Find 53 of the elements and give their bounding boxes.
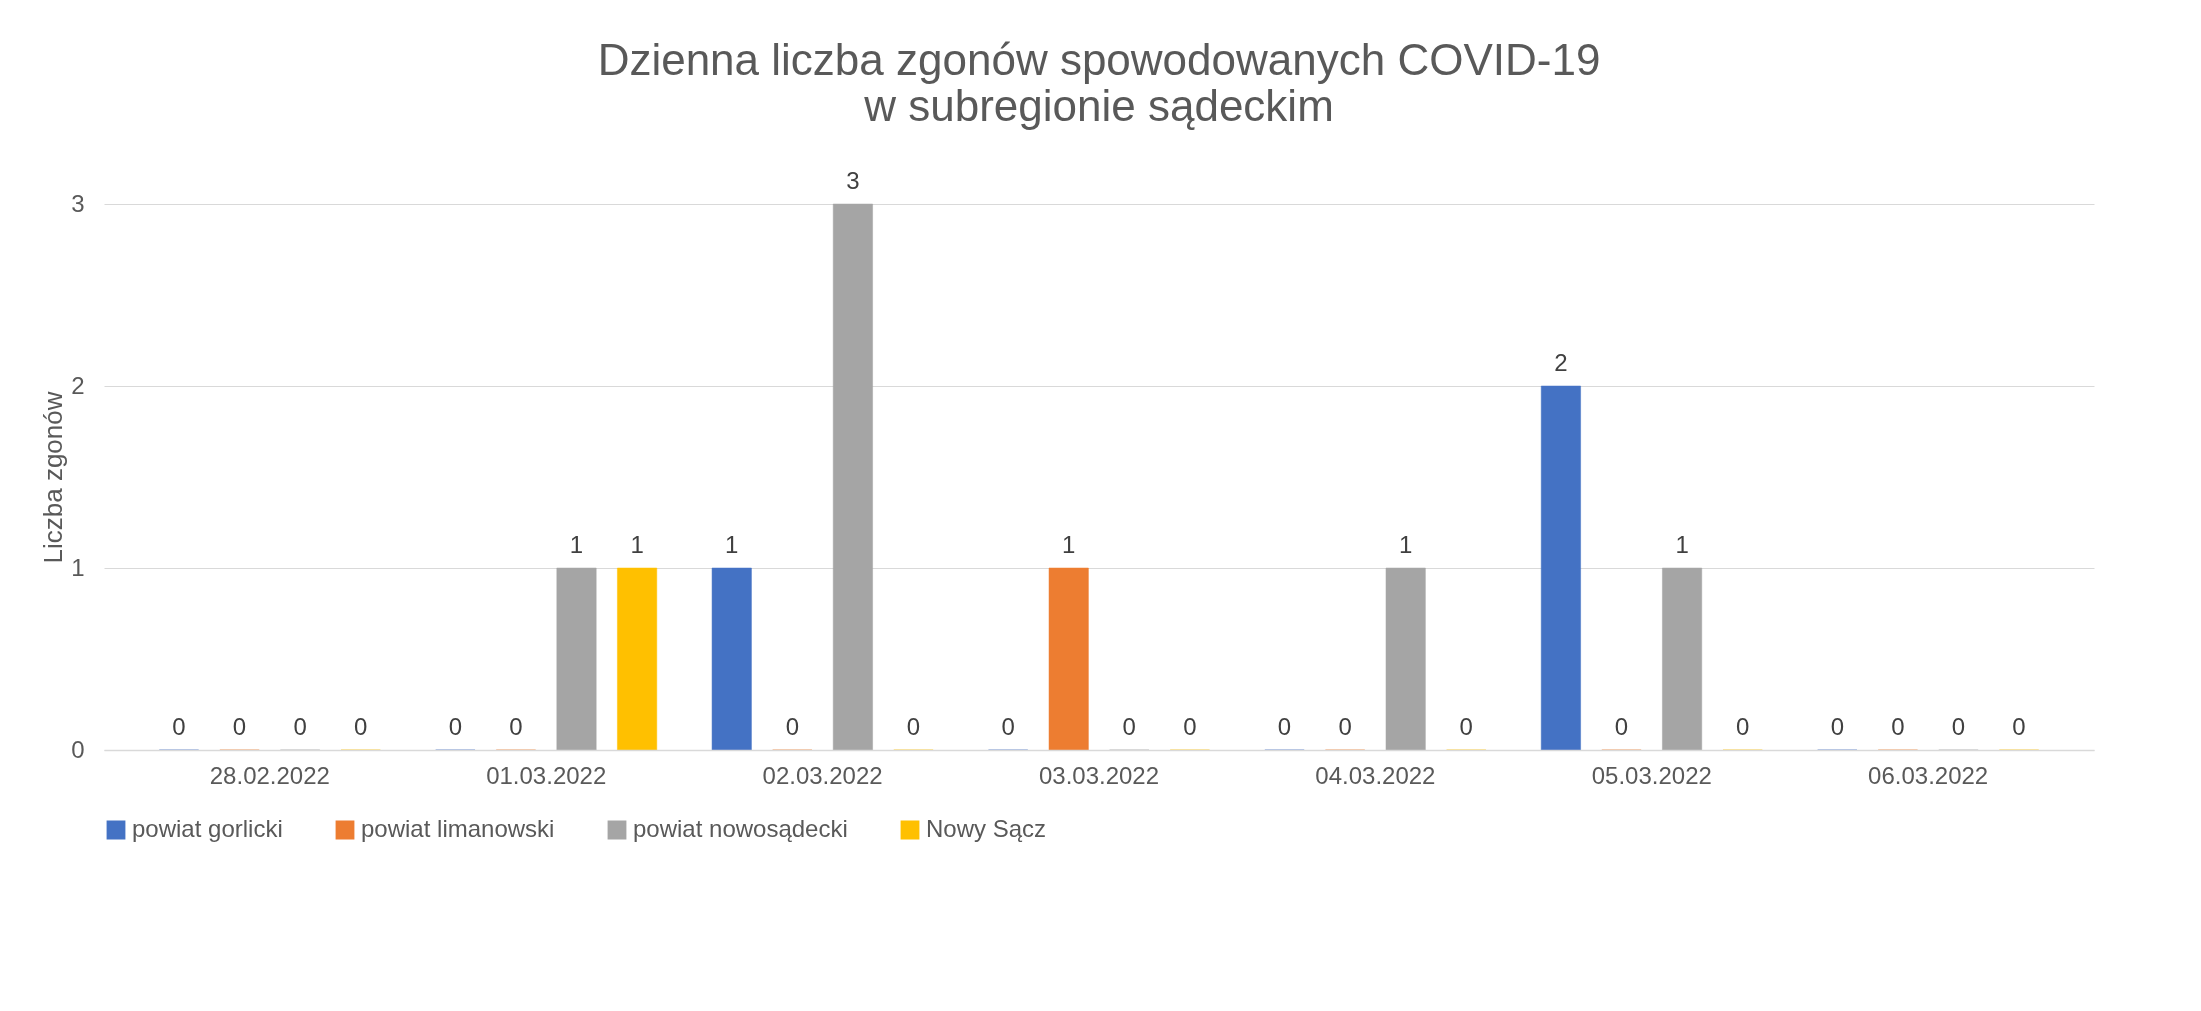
y-tick-label: 3 (71, 189, 85, 217)
bar (1385, 567, 1426, 751)
bar (832, 203, 873, 751)
y-tick-label: 1 (71, 553, 85, 581)
data-label: 0 (2012, 713, 2026, 740)
bar (556, 567, 597, 751)
data-label: 0 (448, 713, 463, 740)
data-label: 1 (569, 531, 584, 558)
legend-label: Nowy Sącz (926, 815, 1047, 842)
legend-label: powiat limanowski (361, 815, 555, 842)
x-tick-label: 02.03.2022 (762, 761, 883, 789)
bar (1662, 567, 1702, 751)
data-label: 3 (846, 167, 860, 194)
data-label: 2 (1554, 349, 1568, 376)
y-tick-label: 0 (71, 735, 85, 763)
data-label: 1 (1675, 531, 1689, 558)
x-tick-label: 05.03.2022 (1591, 761, 1712, 789)
data-label: 0 (293, 713, 307, 740)
data-label: 0 (1891, 713, 1905, 740)
legend-label: powiat gorlicki (132, 815, 283, 842)
x-tick-label: 28.02.2022 (209, 761, 330, 789)
bar (1048, 567, 1089, 751)
data-label: 0 (1183, 713, 1197, 740)
data-label: 0 (172, 713, 186, 740)
data-label: 0 (1459, 713, 1473, 740)
bar (1540, 385, 1581, 751)
data-label: 0 (1830, 713, 1844, 740)
data-label: 0 (1338, 713, 1352, 740)
data-label: 0 (906, 713, 921, 740)
x-tick-label: 06.03.2022 (1868, 761, 1989, 789)
bar (617, 567, 658, 751)
y-tick-label: 2 (71, 371, 85, 399)
data-label: 0 (232, 713, 247, 740)
data-label: 0 (1001, 713, 1015, 740)
x-tick-label: 03.03.2022 (1038, 761, 1160, 789)
x-tick-label: 01.03.2022 (486, 761, 607, 789)
data-label: 1 (1399, 531, 1413, 558)
data-label: 0 (1951, 713, 1966, 740)
data-label: 0 (509, 713, 523, 740)
data-label: 0 (1122, 713, 1136, 740)
text: Dzienna liczba zgonów spowodowanych COVID-19 (597, 35, 1601, 84)
data-label: 0 (354, 713, 368, 740)
bar (711, 567, 752, 751)
x-tick-label: 04.03.2022 (1315, 761, 1436, 789)
data-label: 0 (1735, 713, 1750, 740)
data-label: 1 (1062, 531, 1076, 558)
data-label: 0 (1614, 713, 1629, 740)
data-label: 0 (1277, 713, 1292, 740)
y-axis-title: Liczba zgonów (38, 391, 69, 564)
data-label: 0 (785, 713, 799, 740)
data-label: 1 (725, 531, 739, 558)
legend-label: powiat nowosądecki (633, 815, 848, 842)
data-label: 1 (630, 531, 644, 558)
